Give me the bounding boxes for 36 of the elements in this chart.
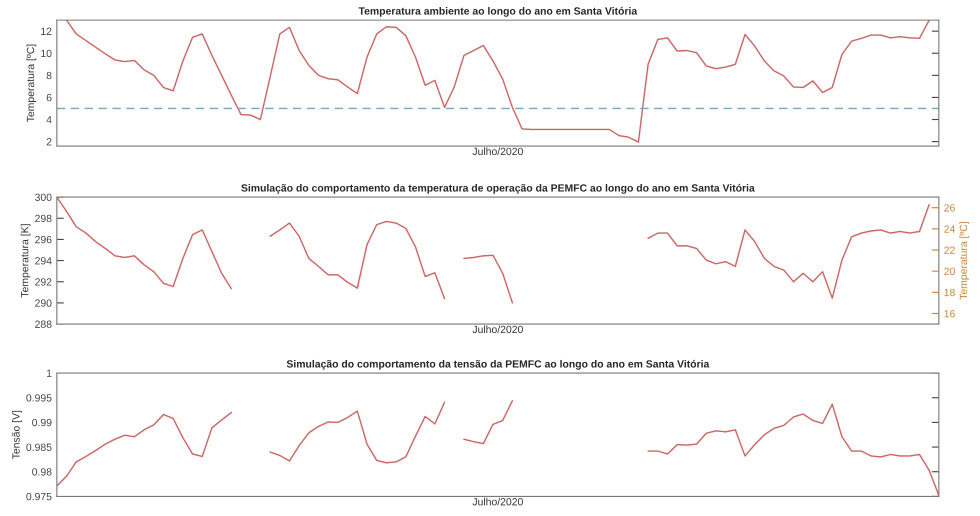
y-tick-label: 0.995 bbox=[26, 394, 52, 402]
y-tick-label: 300 bbox=[35, 194, 52, 201]
y-axis-title: Temperatura [ºC] bbox=[26, 44, 36, 122]
chart-title: Simulação do comportamento da temperatura de operação da PEMFC ao longo do ano em Santa Vitória bbox=[241, 184, 755, 194]
x-axis-title: Julho/2020 bbox=[472, 498, 523, 506]
y-tick-label: 8 bbox=[46, 72, 52, 80]
y-axis-title: Temperatura [K] bbox=[20, 224, 30, 298]
y-axis-title: Tensão [V] bbox=[12, 410, 22, 460]
y-tick-label: 288 bbox=[35, 320, 52, 328]
x-axis-title: Julho/2020 bbox=[472, 325, 523, 334]
y2-tick-label: 16 bbox=[944, 310, 955, 318]
x-axis-title: Julho/2020 bbox=[472, 147, 523, 156]
y-tick-label: 6 bbox=[46, 94, 52, 102]
y-tick-label: 12 bbox=[41, 28, 52, 35]
y-tick-label: 10 bbox=[41, 50, 52, 58]
chart-title: Simulação do comportamento da tensão da PEMFC ao longo do ano em Santa Vitória bbox=[286, 360, 710, 370]
y-tick-label: 296 bbox=[35, 236, 52, 244]
y-tick-label: 294 bbox=[35, 257, 52, 264]
y-tick-label: 0.975 bbox=[26, 492, 52, 500]
y-tick-label: 0.99 bbox=[32, 418, 52, 426]
y-tick-label: 4 bbox=[46, 116, 52, 124]
y-tick-label: 292 bbox=[35, 278, 52, 286]
y-tick-label: 298 bbox=[35, 214, 52, 222]
y2-tick-label: 24 bbox=[944, 225, 955, 233]
y2-tick-label: 20 bbox=[944, 268, 955, 276]
y2-tick-label: 22 bbox=[944, 246, 955, 254]
y-tick-label: 2 bbox=[46, 138, 52, 146]
line-series bbox=[66, 20, 930, 143]
y2-tick-label: 18 bbox=[944, 288, 955, 296]
y-tick-label: 0.98 bbox=[32, 468, 52, 476]
y-tick-label: 290 bbox=[35, 299, 52, 307]
y-tick-label: 0.985 bbox=[26, 444, 52, 451]
y-tick-label: 1 bbox=[46, 370, 52, 377]
chart-title: Temperatura ambiente ao longo do ano em Santa Vitória bbox=[358, 6, 638, 17]
y2-tick-label: 26 bbox=[944, 204, 955, 212]
y2-axis-title: Temperatura [ºC] bbox=[959, 222, 970, 300]
